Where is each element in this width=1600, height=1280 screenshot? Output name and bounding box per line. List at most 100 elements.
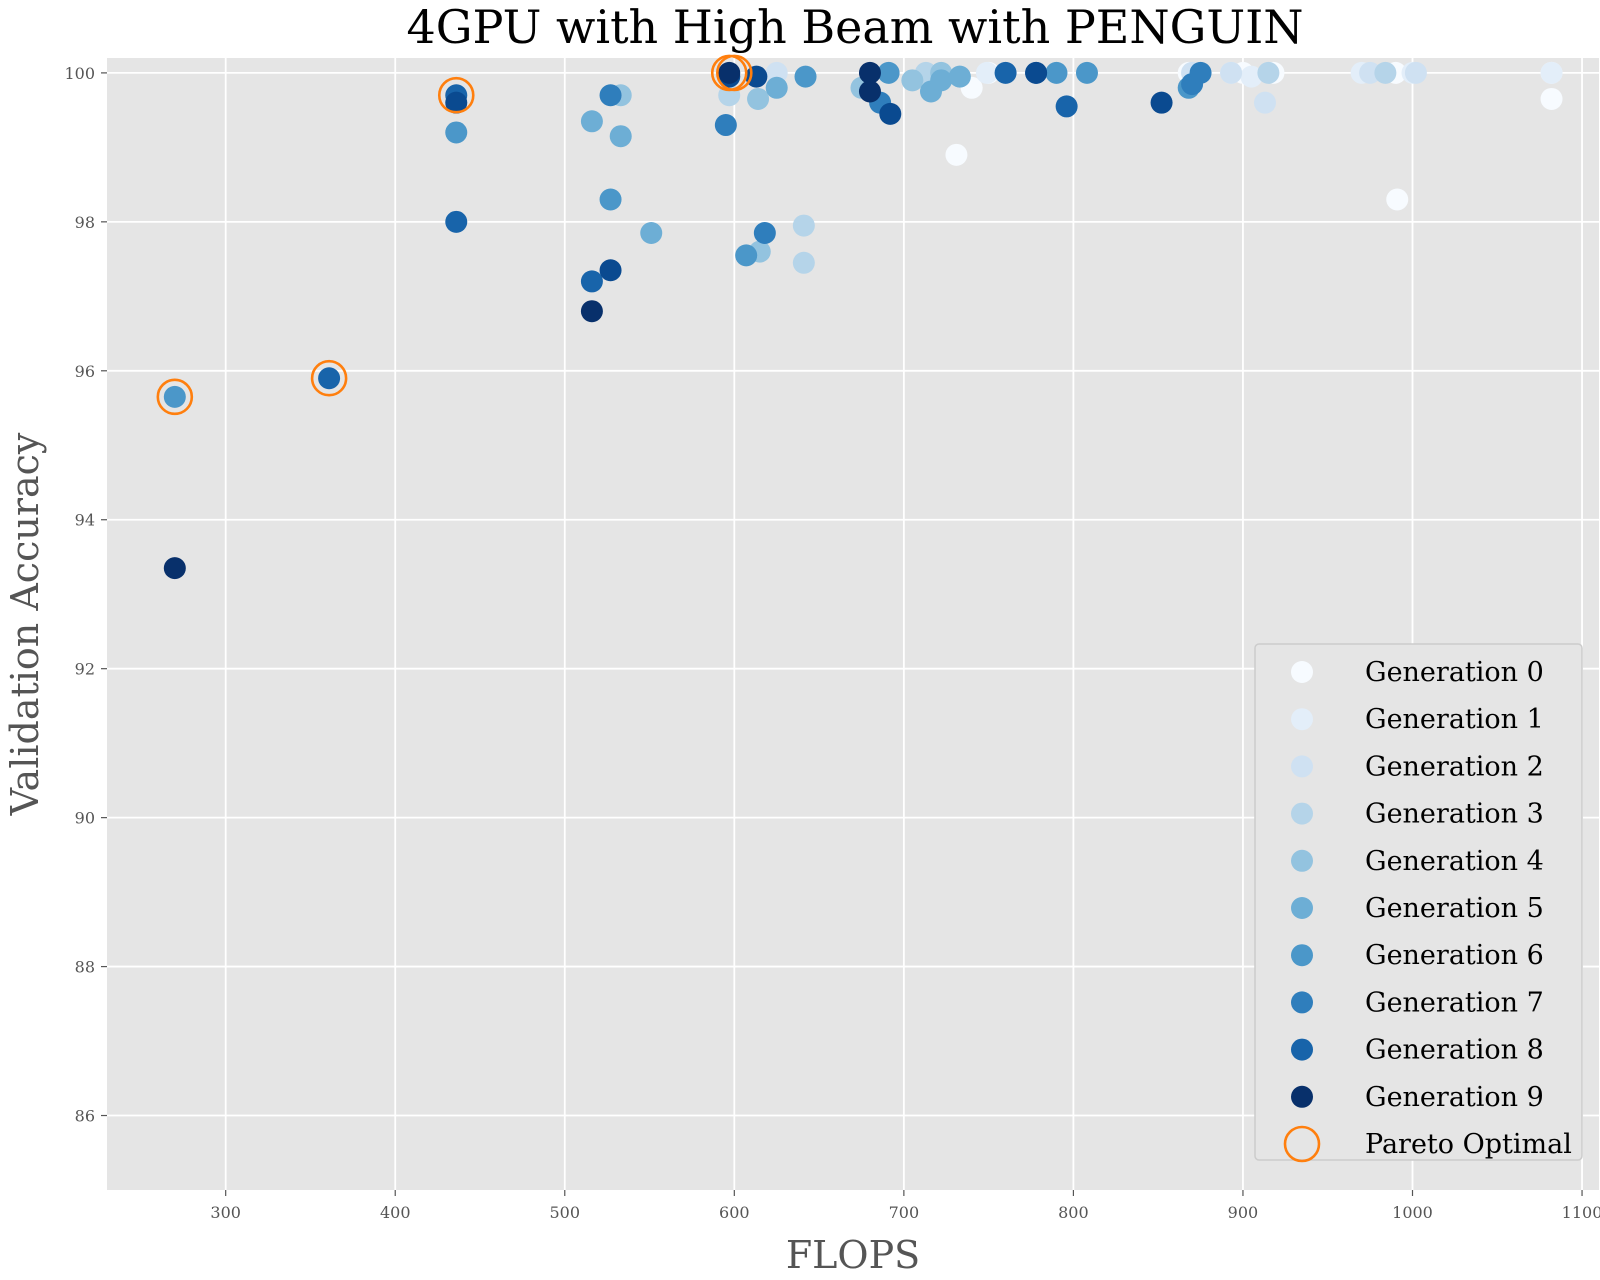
x-tick-label: 1000 [1392, 1203, 1433, 1222]
y-axis-label: Validation Accuracy [3, 432, 47, 816]
data-point [1220, 61, 1243, 84]
data-point [640, 222, 663, 245]
data-point [930, 69, 953, 92]
data-point [1386, 188, 1409, 211]
x-tick-label: 500 [549, 1203, 580, 1222]
data-point [1540, 87, 1563, 110]
y-axis-ticks: 86 88 90 92 94 96 98 100 [64, 64, 107, 1126]
legend: Generation 0 Generation 1 Generation 2 Gene… [1254, 643, 1583, 1163]
legend-label: Generation 2 [1365, 751, 1544, 782]
chart-title: 4GPU with High Beam with PENGUIN [406, 0, 1303, 54]
y-tick-label: 86 [75, 1107, 95, 1126]
data-point [877, 61, 900, 84]
data-point [1253, 91, 1276, 114]
data-point [580, 300, 603, 323]
legend-marker [1291, 708, 1313, 731]
y-tick-label: 88 [75, 958, 95, 977]
data-point [445, 91, 468, 114]
data-point [1257, 61, 1280, 84]
data-point [735, 244, 758, 267]
data-point [747, 87, 770, 110]
data-point [318, 367, 341, 390]
data-point [794, 65, 817, 88]
pareto-marker [156, 378, 194, 416]
data-point [1404, 61, 1427, 84]
legend-label: Generation 3 [1365, 799, 1544, 830]
data-point [858, 80, 881, 103]
legend-marker [1291, 897, 1313, 919]
legend-label: Generation 6 [1365, 940, 1544, 971]
data-point [948, 65, 971, 88]
x-axis-ticks: 300 400 500 600 700 800 900 1000 1100 [210, 1190, 1600, 1222]
legend-label: Generation 5 [1365, 893, 1544, 924]
data-point [879, 102, 902, 125]
y-tick-label: 94 [75, 511, 95, 530]
data-point [745, 65, 768, 88]
y-tick-label: 98 [75, 213, 95, 232]
data-point [1540, 61, 1563, 84]
data-point [580, 270, 603, 293]
legend-label: Generation 4 [1365, 846, 1544, 877]
data-point [163, 385, 186, 408]
data-point [753, 222, 776, 245]
data-point [901, 69, 924, 92]
data-point [1150, 91, 1173, 114]
x-tick-label: 400 [380, 1203, 411, 1222]
data-point [580, 110, 603, 133]
data-point [765, 76, 788, 99]
data-point [599, 84, 622, 107]
legend-label: Generation 9 [1365, 1082, 1544, 1113]
x-tick-label: 900 [1228, 1203, 1259, 1222]
legend-marker [1291, 849, 1313, 872]
data-point [792, 214, 815, 237]
legend-label: Generation 0 [1365, 657, 1544, 688]
data-point [975, 61, 998, 84]
pareto-markers [156, 54, 753, 416]
legend-marker [1291, 991, 1313, 1014]
y-tick-label: 92 [75, 660, 95, 679]
y-tick-label: 90 [75, 809, 95, 828]
data-point [1374, 61, 1397, 84]
data-point [1045, 61, 1068, 84]
legend-label: Pareto Optimal [1365, 1129, 1572, 1160]
legend-box [1254, 643, 1583, 1161]
data-point [1359, 61, 1382, 84]
legend-label: Generation 7 [1365, 987, 1544, 1018]
x-tick-label: 300 [210, 1203, 241, 1222]
data-point [994, 61, 1017, 84]
legend-marker [1291, 661, 1313, 683]
legend-marker [1283, 1125, 1321, 1163]
data-point [1075, 61, 1098, 84]
data-point [599, 188, 622, 211]
data-point [792, 251, 815, 274]
x-tick-label: 700 [889, 1203, 920, 1222]
data-point [1025, 61, 1048, 84]
pareto-marker [716, 54, 753, 92]
data-point [445, 121, 468, 144]
data-point [609, 125, 632, 148]
legend-marker [1291, 755, 1313, 778]
legend-marker [1291, 944, 1313, 967]
y-tick-label: 96 [75, 362, 95, 381]
legend-marker [1291, 1038, 1313, 1061]
pareto-marker [437, 76, 475, 114]
x-tick-label: 800 [1058, 1203, 1089, 1222]
pareto-marker [310, 359, 348, 397]
legend-label: Generation 1 [1365, 704, 1544, 735]
data-point [1055, 95, 1078, 118]
legend-label: Generation 8 [1365, 1035, 1544, 1066]
data-point [163, 557, 186, 580]
data-point [858, 61, 881, 84]
y-tick-label: 100 [64, 64, 95, 83]
data-point [945, 143, 968, 166]
data-points [163, 61, 1563, 580]
x-tick-label: 600 [719, 1203, 750, 1222]
data-point [714, 114, 737, 137]
legend-marker [1291, 1085, 1313, 1108]
x-tick-label: 1100 [1562, 1203, 1600, 1222]
data-point [718, 61, 741, 84]
x-axis-label: FLOPS [786, 1233, 920, 1277]
legend-marker [1291, 802, 1313, 825]
data-point [1189, 61, 1212, 84]
